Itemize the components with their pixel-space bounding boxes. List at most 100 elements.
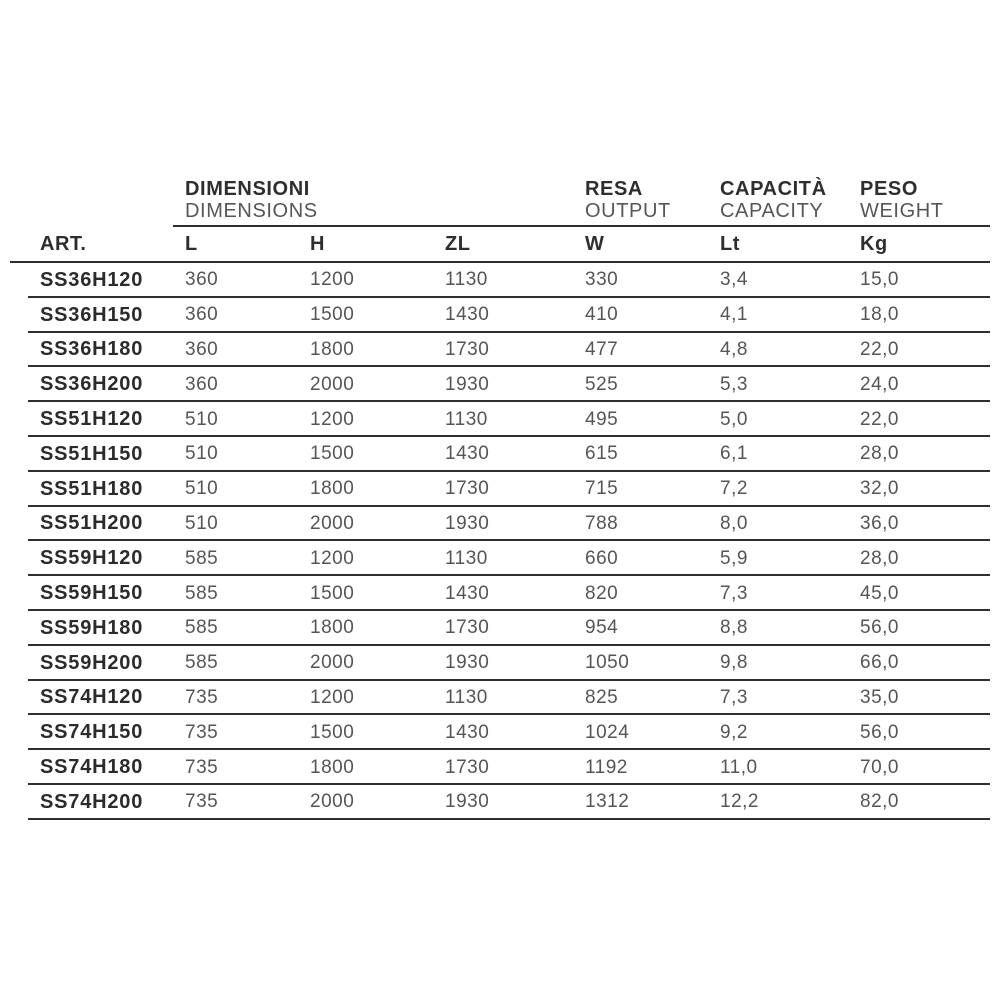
cell-kg: 82,0 bbox=[860, 791, 899, 813]
cell-h: 2000 bbox=[310, 652, 355, 674]
cell-h: 1200 bbox=[310, 547, 355, 569]
column-header-row: ART. L H ZL W Lt Kg bbox=[10, 227, 990, 263]
group-header-rule bbox=[173, 225, 990, 227]
group-subtitle-output: OUTPUT bbox=[585, 200, 671, 222]
cell-w: 330 bbox=[585, 269, 619, 291]
cell-zl: 1930 bbox=[445, 791, 490, 813]
table-row: SS59H120 585 1200 1130 660 5,9 28,0 bbox=[10, 541, 990, 576]
cell-h: 1800 bbox=[310, 756, 355, 778]
cell-w: 1312 bbox=[585, 791, 630, 813]
cell-kg: 28,0 bbox=[860, 547, 899, 569]
cell-kg: 56,0 bbox=[860, 617, 899, 639]
cell-lt: 5,3 bbox=[720, 373, 748, 395]
cell-lt: 7,3 bbox=[720, 686, 748, 708]
cell-l: 735 bbox=[185, 756, 219, 778]
cell-h: 1500 bbox=[310, 443, 355, 465]
group-capacity: CAPACITÀ CAPACITY bbox=[720, 178, 827, 222]
cell-kg: 70,0 bbox=[860, 756, 899, 778]
table-row: SS36H150 360 1500 1430 410 4,1 18,0 bbox=[10, 298, 990, 333]
cell-h: 1800 bbox=[310, 617, 355, 639]
cell-kg: 35,0 bbox=[860, 686, 899, 708]
cell-h: 1500 bbox=[310, 304, 355, 326]
cell-zl: 1130 bbox=[445, 408, 488, 430]
cell-h: 1200 bbox=[310, 408, 355, 430]
cell-art: SS59H180 bbox=[40, 616, 144, 639]
cell-zl: 1430 bbox=[445, 304, 490, 326]
cell-w: 1192 bbox=[585, 756, 628, 778]
cell-art: SS59H120 bbox=[40, 547, 144, 570]
column-group-header: DIMENSIONI DIMENSIONS RESA OUTPUT CAPACI… bbox=[10, 175, 990, 227]
col-header-kg: Kg bbox=[860, 232, 888, 255]
cell-kg: 45,0 bbox=[860, 582, 899, 604]
cell-l: 585 bbox=[185, 582, 219, 604]
cell-h: 1800 bbox=[310, 338, 355, 360]
cell-l: 735 bbox=[185, 686, 219, 708]
cell-art: SS36H120 bbox=[40, 268, 144, 291]
table-body: SS36H120 360 1200 1130 330 3,4 15,0 SS36… bbox=[10, 263, 990, 820]
cell-l: 585 bbox=[185, 547, 219, 569]
table-row: SS59H180 585 1800 1730 954 8,8 56,0 bbox=[10, 611, 990, 646]
cell-kg: 22,0 bbox=[860, 338, 899, 360]
cell-h: 1500 bbox=[310, 721, 355, 743]
group-subtitle-capacity: CAPACITY bbox=[720, 200, 824, 222]
cell-art: SS36H150 bbox=[40, 303, 144, 326]
cell-kg: 24,0 bbox=[860, 373, 899, 395]
table-row: SS51H120 510 1200 1130 495 5,0 22,0 bbox=[10, 402, 990, 437]
cell-l: 510 bbox=[185, 478, 219, 500]
table-row: SS74H150 735 1500 1430 1024 9,2 56,0 bbox=[10, 715, 990, 750]
cell-art: SS51H120 bbox=[40, 408, 144, 431]
cell-h: 1500 bbox=[310, 582, 355, 604]
cell-w: 660 bbox=[585, 547, 619, 569]
cell-zl: 1730 bbox=[445, 338, 490, 360]
table-row: SS74H200 735 2000 1930 1312 12,2 82,0 bbox=[10, 785, 990, 820]
table-row: SS74H120 735 1200 1130 825 7,3 35,0 bbox=[10, 681, 990, 716]
cell-zl: 1130 bbox=[445, 547, 488, 569]
group-subtitle-dimensions: DIMENSIONS bbox=[185, 200, 318, 222]
cell-w: 825 bbox=[585, 686, 619, 708]
table-row: SS59H150 585 1500 1430 820 7,3 45,0 bbox=[10, 576, 990, 611]
table-row: SS36H120 360 1200 1130 330 3,4 15,0 bbox=[10, 263, 990, 298]
cell-w: 410 bbox=[585, 304, 619, 326]
cell-lt: 5,9 bbox=[720, 547, 748, 569]
cell-w: 495 bbox=[585, 408, 619, 430]
cell-l: 360 bbox=[185, 338, 219, 360]
cell-zl: 1430 bbox=[445, 721, 490, 743]
col-header-zl: ZL bbox=[445, 232, 471, 255]
group-weight: PESO WEIGHT bbox=[860, 178, 944, 222]
cell-w: 1050 bbox=[585, 652, 630, 674]
cell-h: 2000 bbox=[310, 512, 355, 534]
cell-zl: 1430 bbox=[445, 582, 490, 604]
group-subtitle-weight: WEIGHT bbox=[860, 200, 944, 222]
cell-art: SS59H150 bbox=[40, 582, 144, 605]
col-header-art: ART. bbox=[40, 232, 87, 255]
cell-zl: 1930 bbox=[445, 512, 490, 534]
cell-art: SS74H120 bbox=[40, 686, 144, 709]
group-dimensions: DIMENSIONI DIMENSIONS bbox=[185, 178, 318, 222]
group-output: RESA OUTPUT bbox=[585, 178, 671, 222]
cell-kg: 66,0 bbox=[860, 652, 899, 674]
cell-lt: 9,2 bbox=[720, 721, 748, 743]
spec-table: DIMENSIONI DIMENSIONS RESA OUTPUT CAPACI… bbox=[10, 175, 990, 820]
cell-h: 1800 bbox=[310, 478, 355, 500]
cell-w: 477 bbox=[585, 338, 619, 360]
cell-l: 585 bbox=[185, 652, 219, 674]
cell-art: SS51H150 bbox=[40, 442, 144, 465]
table-row: SS51H150 510 1500 1430 615 6,1 28,0 bbox=[10, 437, 990, 472]
cell-art: SS74H200 bbox=[40, 790, 144, 813]
cell-lt: 9,8 bbox=[720, 652, 748, 674]
cell-art: SS36H180 bbox=[40, 338, 144, 361]
cell-h: 2000 bbox=[310, 791, 355, 813]
cell-w: 1024 bbox=[585, 721, 630, 743]
cell-zl: 1130 bbox=[445, 269, 488, 291]
cell-l: 585 bbox=[185, 617, 219, 639]
table-row: SS51H200 510 2000 1930 788 8,0 36,0 bbox=[10, 507, 990, 542]
cell-l: 510 bbox=[185, 408, 219, 430]
cell-kg: 28,0 bbox=[860, 443, 899, 465]
cell-lt: 8,0 bbox=[720, 512, 748, 534]
cell-zl: 1130 bbox=[445, 686, 488, 708]
col-header-lt: Lt bbox=[720, 232, 740, 255]
col-header-h: H bbox=[310, 232, 325, 255]
cell-l: 735 bbox=[185, 721, 219, 743]
cell-kg: 36,0 bbox=[860, 512, 899, 534]
group-title-peso: PESO bbox=[860, 178, 918, 200]
